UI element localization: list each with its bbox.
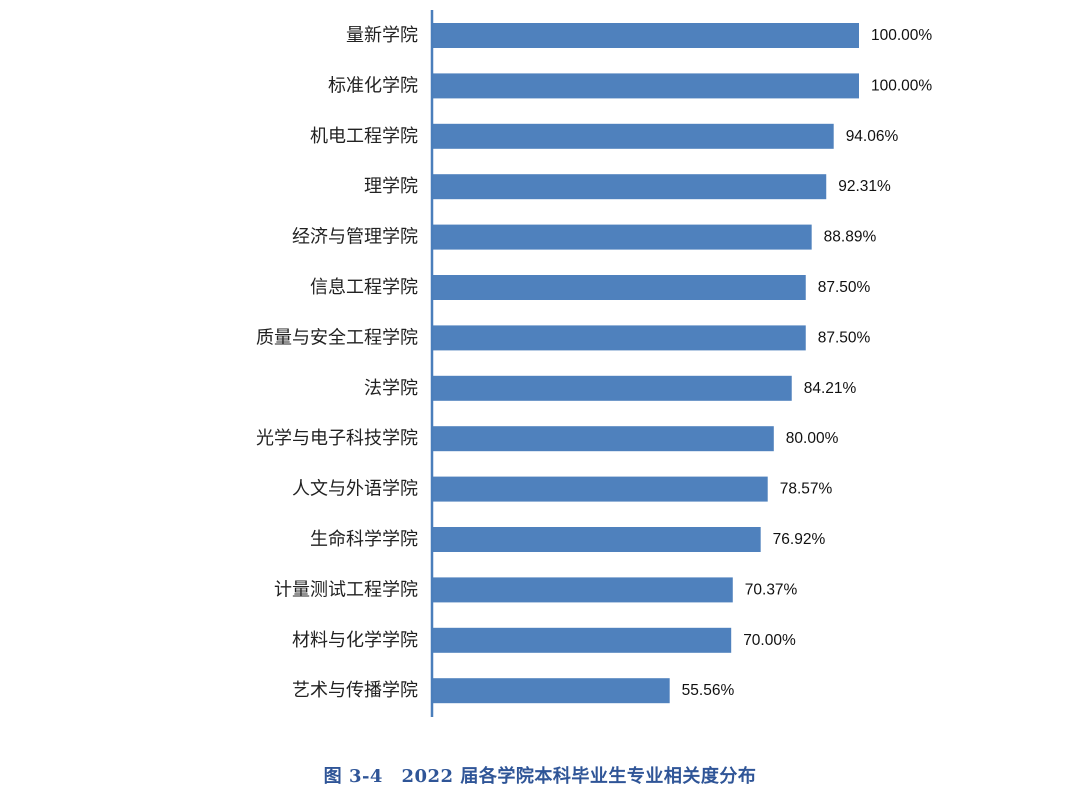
category-label: 质量与安全工程学院	[256, 327, 418, 348]
data-label: 78.57%	[780, 481, 833, 498]
category-label: 量新学院	[346, 25, 418, 46]
data-label: 87.50%	[818, 329, 871, 346]
bar	[433, 375, 792, 401]
category-label: 人文与外语学院	[292, 479, 418, 500]
bar	[433, 224, 812, 250]
category-label: 经济与管理学院	[292, 227, 418, 248]
bar	[433, 476, 768, 502]
bar	[433, 123, 834, 149]
category-label: 光学与电子科技学院	[256, 428, 418, 449]
data-label: 70.37%	[745, 581, 798, 598]
category-label: 法学院	[364, 378, 418, 399]
data-label: 87.50%	[818, 279, 871, 296]
bar	[433, 627, 732, 653]
bar	[433, 325, 806, 351]
data-label: 100.00%	[871, 27, 932, 44]
category-label: 艺术与传播学院	[292, 680, 418, 701]
category-label: 材料与化学学院	[292, 630, 418, 651]
data-label: 94.06%	[846, 128, 899, 145]
category-label: 生命科学学院	[310, 529, 418, 550]
bar	[433, 73, 859, 99]
data-label: 100.00%	[871, 77, 932, 94]
bar	[433, 275, 806, 300]
data-label: 55.56%	[682, 682, 735, 699]
data-label: 70.00%	[743, 632, 796, 649]
data-label: 84.21%	[804, 380, 857, 397]
data-label: 80.00%	[786, 430, 839, 447]
bar	[433, 577, 733, 603]
bar	[433, 23, 859, 48]
bar	[433, 527, 761, 552]
category-label: 信息工程学院	[310, 277, 418, 298]
figure-caption: 图 3-4 2022 届各学院本科毕业生专业相关度分布	[323, 766, 757, 787]
bar	[433, 426, 774, 452]
category-label: 机电工程学院	[310, 126, 418, 147]
data-label: 92.31%	[838, 178, 891, 195]
data-label: 76.92%	[773, 531, 826, 548]
bar	[433, 678, 670, 704]
category-label: 计量测试工程学院	[274, 579, 418, 600]
data-label: 88.89%	[824, 229, 877, 246]
bar	[433, 174, 827, 200]
category-label: 理学院	[364, 176, 418, 197]
category-label: 标准化学院	[328, 75, 418, 96]
bar-chart: 量新学院 100.00% 标准化学院 100.00% 机电工程学院 94.06% 理学院 92…	[256, 10, 932, 717]
